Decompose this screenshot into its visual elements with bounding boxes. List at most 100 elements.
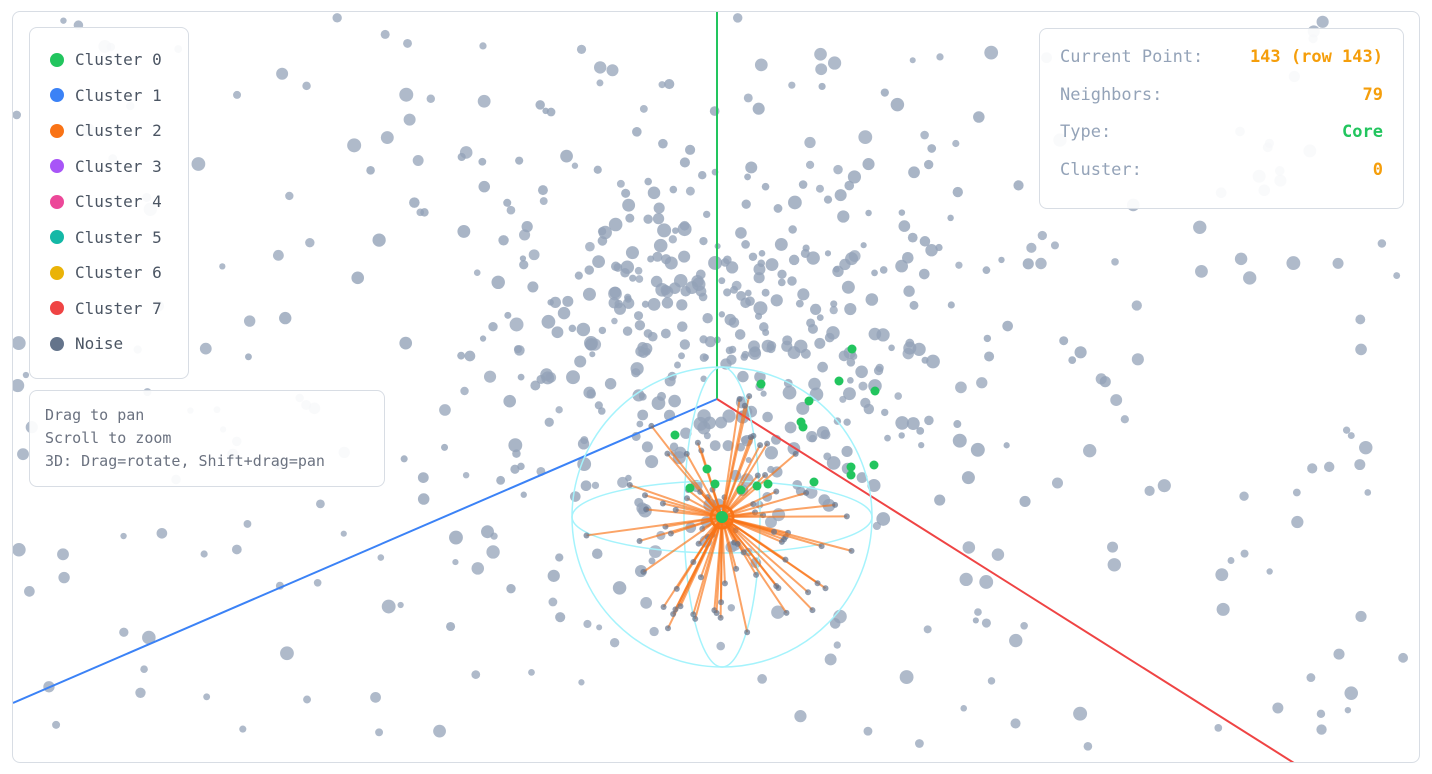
- noise-point: [1144, 485, 1155, 496]
- cluster-point: [756, 379, 766, 389]
- cluster-point: [763, 479, 773, 489]
- noise-point: [936, 53, 944, 61]
- neighbor-link: [721, 516, 814, 611]
- noise-point: [508, 438, 523, 453]
- noise-point: [313, 578, 322, 587]
- noise-point: [676, 299, 688, 311]
- noise-point: [919, 236, 931, 247]
- legend-label: Cluster 2: [75, 121, 162, 141]
- cluster-point: [846, 470, 856, 480]
- noise-point: [947, 214, 954, 222]
- noise-point: [987, 677, 996, 685]
- noise-point: [925, 243, 938, 257]
- noise-point: [593, 61, 607, 74]
- noise-point: [981, 618, 991, 628]
- noise-point: [762, 328, 770, 336]
- noise-point: [843, 387, 856, 401]
- neighbor-link: [721, 405, 746, 518]
- noise-point: [366, 166, 375, 175]
- noise-point: [647, 297, 661, 311]
- noise-point: [647, 331, 658, 342]
- noise-point: [846, 357, 856, 367]
- noise-point: [754, 371, 766, 383]
- neighbor-point: [747, 434, 754, 441]
- noise-point: [1306, 673, 1316, 683]
- noise-point: [1059, 336, 1069, 346]
- neighbor-point: [684, 495, 691, 502]
- noise-point: [17, 448, 29, 461]
- noise-point: [829, 618, 841, 629]
- noise-point: [1215, 568, 1229, 582]
- neighbor-point: [843, 513, 850, 520]
- noise-point: [510, 464, 520, 474]
- neighbor-link: [721, 444, 761, 518]
- noise-point: [847, 170, 862, 184]
- noise-point: [609, 638, 620, 648]
- legend-swatch: [50, 301, 64, 316]
- noise-point: [60, 17, 67, 24]
- noise-point: [305, 237, 315, 248]
- noise-point: [1111, 258, 1119, 266]
- neighbor-link: [670, 516, 723, 535]
- noise-point: [535, 100, 545, 110]
- noise-point: [748, 252, 758, 262]
- noise-point: [843, 418, 851, 426]
- neighbor-link: [686, 497, 723, 518]
- noise-point: [593, 165, 602, 174]
- noise-point: [1354, 459, 1366, 471]
- noise-point: [781, 340, 793, 352]
- info-label: Cluster:: [1060, 159, 1142, 180]
- noise-point: [457, 351, 466, 360]
- neighbor-link: [721, 398, 741, 518]
- noise-point: [409, 197, 420, 208]
- noise-point: [617, 476, 629, 488]
- noise-point: [906, 417, 920, 431]
- noise-point: [762, 411, 773, 423]
- info-label: Type:: [1060, 122, 1112, 142]
- cluster-point: [736, 485, 746, 495]
- noise-point: [551, 326, 564, 339]
- noise-point: [761, 339, 775, 353]
- noise-point: [737, 370, 749, 383]
- noise-point: [1344, 686, 1358, 700]
- noise-point: [899, 670, 914, 685]
- noise-point: [24, 586, 35, 597]
- cluster-point: [809, 477, 819, 487]
- noise-point: [810, 303, 822, 315]
- legend: Cluster 0 Cluster 1 Cluster 2 Cluster 3 Clus…: [29, 27, 189, 379]
- legend-label: Noise: [75, 334, 124, 354]
- cluster-point: [710, 479, 720, 489]
- noise-point: [771, 605, 785, 619]
- noise-point: [677, 222, 692, 237]
- help-line: Scroll to zoom: [45, 429, 172, 447]
- noise-point: [860, 397, 871, 408]
- noise-point: [370, 691, 381, 703]
- noise-point: [381, 599, 396, 614]
- noise-point: [903, 285, 915, 297]
- noise-point: [606, 64, 619, 77]
- axis-z: [716, 398, 1295, 762]
- noise-point: [955, 261, 963, 269]
- noise-point: [1193, 220, 1207, 234]
- noise-point: [858, 130, 873, 145]
- noise-point: [818, 494, 831, 507]
- noise-point: [625, 213, 635, 223]
- neighbor-link: [721, 436, 752, 518]
- noise-point: [871, 269, 878, 277]
- noise-point: [486, 545, 500, 559]
- noise-point: [280, 646, 294, 661]
- neighbor-point: [636, 537, 643, 544]
- noise-point: [380, 131, 394, 145]
- noise-point: [699, 236, 708, 246]
- noise-point: [678, 250, 691, 263]
- noise-point: [820, 429, 831, 440]
- noise-point: [804, 136, 816, 149]
- noise-point: [795, 299, 804, 308]
- neighbor-point: [783, 609, 790, 616]
- info-value: Core: [1342, 122, 1383, 142]
- legend-label: Cluster 7: [75, 298, 162, 318]
- plot-canvas[interactable]: Cluster 0 Cluster 1 Cluster 2 Cluster 3 Clus…: [12, 11, 1420, 763]
- noise-point: [589, 351, 596, 358]
- neighbor-point: [740, 549, 747, 556]
- noise-point: [503, 198, 512, 207]
